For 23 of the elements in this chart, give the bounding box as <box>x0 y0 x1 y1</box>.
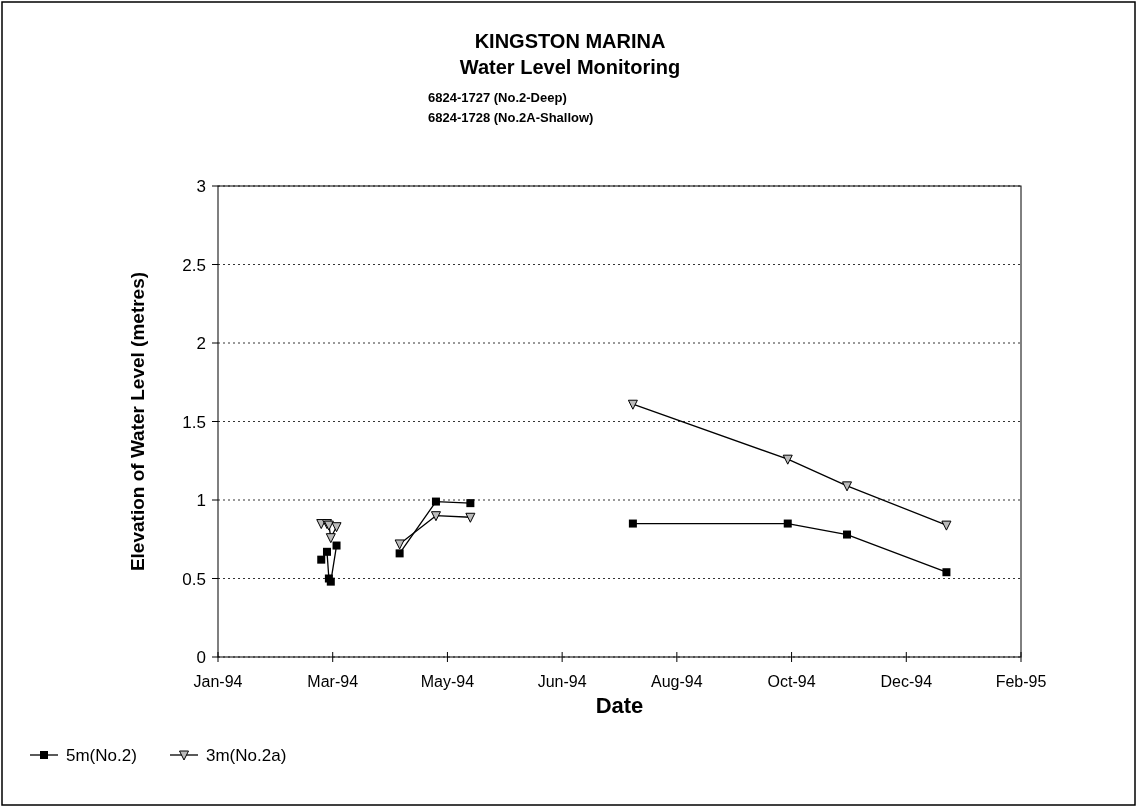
x-tick-label: Mar-94 <box>307 673 359 690</box>
chart-title: KINGSTON MARINA <box>474 30 666 52</box>
y-tick-label: 3 <box>196 177 206 196</box>
y-tick-label: 1.5 <box>182 412 206 432</box>
legend-label: 3m(No.2a) <box>206 746 287 765</box>
x-tick-label: Oct-94 <box>767 673 816 690</box>
x-tick-label: Jan-94 <box>193 673 243 690</box>
y-tick-label: 0 <box>196 648 206 667</box>
y-tick-label: 2.5 <box>182 255 206 275</box>
x-tick-label: Jun-94 <box>537 673 587 690</box>
x-tick-label: Aug-94 <box>651 673 703 690</box>
x-tick-label: Feb-95 <box>995 673 1047 690</box>
y-tick-label: 1 <box>196 491 206 510</box>
y-axis-title: Elevation of Water Level (metres) <box>127 271 148 572</box>
chart-subtitle: Water Level Monitoring <box>459 56 681 78</box>
x-tick-label: Dec-94 <box>880 673 933 690</box>
y-tick-label: 0.5 <box>182 569 206 589</box>
y-tick-label: 2 <box>196 334 206 353</box>
legend-label: 5m(No.2) <box>66 746 137 765</box>
text: 6824-1727 (No.2-Deep) <box>428 90 567 105</box>
x-axis-title: Date <box>595 693 644 718</box>
x-tick-label: May-94 <box>420 673 475 690</box>
text: 6824-1728 (No.2A-Shallow) <box>428 110 594 125</box>
